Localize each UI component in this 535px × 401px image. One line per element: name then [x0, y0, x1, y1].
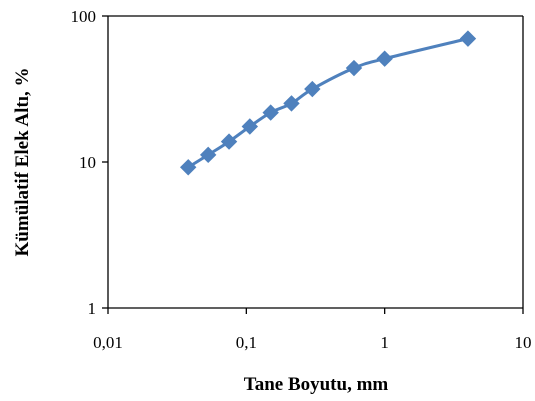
series-layer — [179, 30, 477, 176]
data-point-marker — [220, 133, 238, 150]
ticks: 0,01 0,1 1 10 1 10 100 — [71, 7, 532, 352]
data-point-marker — [304, 80, 321, 98]
data-point-marker — [179, 159, 197, 176]
y-tick-label: 100 — [71, 7, 97, 26]
y-tick-label: 1 — [88, 299, 97, 318]
data-point-marker — [459, 30, 477, 47]
x-tick-label: 10 — [515, 333, 532, 352]
x-axis-title: Tane Boyutu, mm — [244, 374, 389, 395]
data-point-marker — [376, 50, 393, 67]
x-tick-label: 1 — [380, 333, 389, 352]
data-point-marker — [283, 95, 300, 112]
series-line — [187, 37, 469, 169]
data-point-marker — [241, 118, 259, 135]
data-point-marker — [262, 104, 279, 121]
plot-area — [107, 15, 524, 309]
x-tick-label: 0,1 — [236, 333, 257, 352]
data-point-marker — [199, 146, 217, 164]
x-tick-label: 0,01 — [93, 333, 123, 352]
y-tick-label: 10 — [79, 153, 96, 172]
y-axis-title: Kümülatif Elek Altı, % — [12, 68, 33, 257]
data-point-marker — [345, 59, 363, 77]
